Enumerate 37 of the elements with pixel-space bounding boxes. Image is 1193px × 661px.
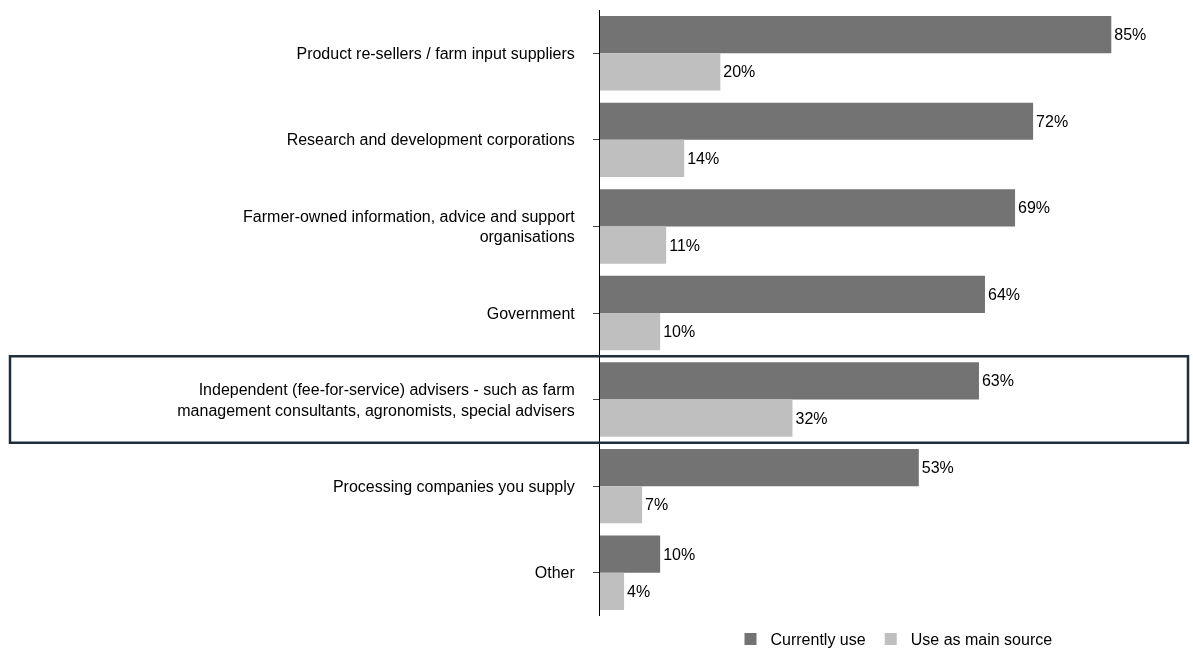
bar xyxy=(600,313,661,351)
bar xyxy=(600,102,1034,140)
data-label: 64% xyxy=(987,285,1021,303)
data-label: 10% xyxy=(663,323,696,341)
data-label: 53% xyxy=(921,459,954,477)
bar xyxy=(600,572,625,610)
data-label: 63% xyxy=(981,372,1014,390)
data-label: 7% xyxy=(645,496,669,514)
data-label: 72% xyxy=(1036,112,1069,130)
y-tick-label: Farmer-owned information, advice and support organisations xyxy=(243,207,576,246)
data-label: 4% xyxy=(627,582,651,600)
bar xyxy=(600,139,685,178)
data-label: 85% xyxy=(1114,26,1147,44)
data-label: 11% xyxy=(669,236,701,254)
y-tick-label: Research and development corporations xyxy=(286,131,575,149)
legend-label: Currently use xyxy=(770,631,866,649)
bar xyxy=(600,53,721,91)
bar xyxy=(600,448,919,487)
bar xyxy=(600,486,643,524)
bar xyxy=(600,16,1112,54)
bar xyxy=(600,226,667,264)
bar xyxy=(600,189,1016,227)
data-label: 69% xyxy=(1018,199,1051,217)
y-tick-label: Product re-sellers / farm input suppliers xyxy=(296,44,575,62)
bar xyxy=(600,362,979,400)
y-tick-label: Processing companies you supply xyxy=(332,477,575,495)
y-tick-label: Independent (fee-for-service) advisers - such as farm management consultants, agronomists, special advisers xyxy=(177,380,575,419)
data-label: 20% xyxy=(723,63,756,81)
data-label: 32% xyxy=(795,409,828,427)
bar xyxy=(600,399,793,437)
data-label: 14% xyxy=(687,149,720,167)
legend-label: Use as main source xyxy=(910,631,1053,649)
bar xyxy=(600,275,985,313)
data-label: 10% xyxy=(663,545,696,563)
y-tick-label: Other xyxy=(534,564,576,582)
bar xyxy=(600,535,661,573)
y-tick-label: Government xyxy=(486,304,576,322)
